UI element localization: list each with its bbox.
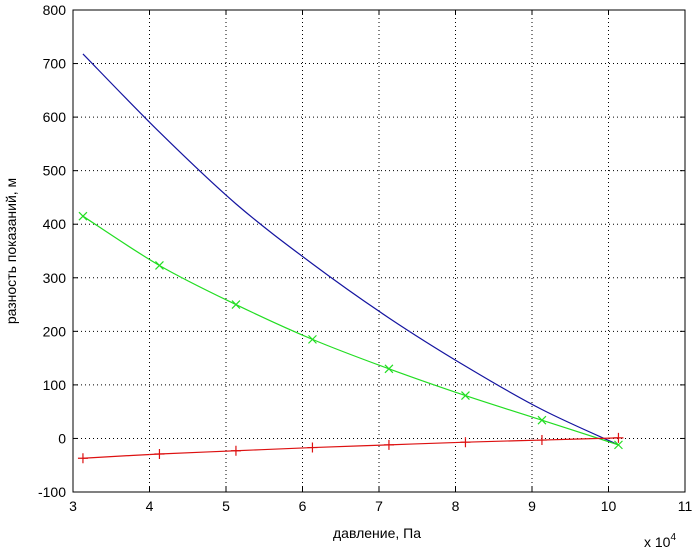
y-tick-label: 400: [43, 216, 67, 232]
series-1-line: [82, 53, 619, 446]
x-tick-label: 7: [375, 498, 383, 514]
series-3-point: [77, 453, 88, 464]
y-tick-label: 200: [43, 323, 67, 339]
x-exponent-label: x 104: [644, 532, 676, 550]
y-tick-label: 0: [58, 430, 66, 446]
series-3: [77, 432, 624, 464]
series-1: [82, 53, 619, 446]
y-axis-label: разность показаний, м: [3, 178, 19, 324]
series-2-point: [231, 300, 241, 309]
series-2-line: [82, 215, 619, 446]
y-tick-label: 800: [43, 2, 67, 18]
series-2-point: [614, 440, 623, 450]
tick-layer: 3 4 5 6 7 8 9 10 11 -100 0 100 200 300 400 500 600 700 800: [38, 2, 693, 514]
series-2-point: [308, 334, 317, 344]
x-tick-label: 10: [601, 498, 617, 514]
y-tick-label: -100: [38, 484, 66, 500]
series-3-point: [613, 432, 624, 443]
series-2-point: [384, 364, 394, 374]
y-tick-label: 500: [43, 163, 67, 179]
series-2-point: [537, 415, 547, 425]
series-3-point: [154, 448, 165, 459]
x-tick-label: 4: [146, 498, 154, 514]
series-3-point: [230, 445, 241, 456]
series-2-point: [78, 211, 88, 221]
series-3-point: [460, 437, 471, 448]
x-tick-label: 3: [69, 498, 77, 514]
x-tick-label: 9: [528, 498, 536, 514]
x-exponent-base: x 10: [644, 534, 671, 550]
y-tick-label: 700: [43, 56, 67, 72]
series-2-point: [155, 261, 164, 270]
x-tick-label: 11: [678, 498, 693, 514]
series-2-point: [461, 391, 470, 401]
x-tick-label: 8: [452, 498, 460, 514]
y-tick-label: 100: [43, 377, 67, 393]
series-3-point: [536, 435, 547, 446]
series-3-point: [383, 439, 394, 450]
x-axis-label: давление, Па: [333, 525, 421, 541]
grid-lines: [73, 10, 685, 492]
series-2: [78, 211, 623, 450]
series-3-line: [82, 437, 619, 459]
x-exponent-power: 4: [670, 532, 676, 543]
series-3-point: [307, 442, 318, 453]
x-tick-label: 5: [222, 498, 230, 514]
y-tick-label: 300: [43, 270, 67, 286]
x-tick-label: 6: [299, 498, 307, 514]
series-layer: [77, 53, 624, 464]
y-tick-label: 600: [43, 109, 67, 125]
